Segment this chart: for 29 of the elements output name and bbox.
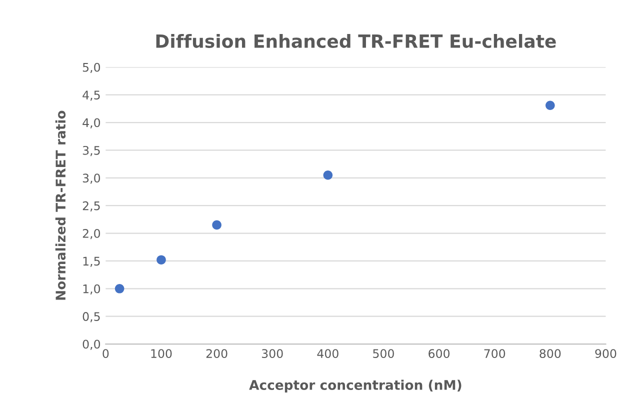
point	[546, 100, 555, 110]
x-tick-label: 200	[206, 349, 228, 358]
x-tick-label: 400	[317, 349, 338, 358]
y-tick-label: 5,0	[82, 62, 100, 74]
y-tick-label: 1,5	[83, 256, 100, 267]
x-tick-label: 300	[262, 349, 283, 358]
y-tick-label: 2,0	[82, 229, 100, 240]
y-tick-label: 4,0	[82, 118, 100, 128]
point	[114, 284, 124, 294]
y-axis-title: Normalized TR-FRET ratio	[55, 110, 66, 300]
y-tick-label: 0,0	[82, 340, 100, 350]
x-tick-label: 800	[540, 349, 561, 358]
chart-title: Diffusion Enhanced TR-FRET Eu-chelate	[156, 34, 556, 48]
y-tick-label: 3,0	[82, 174, 100, 184]
x-tick-label: 100	[151, 349, 172, 358]
x-tick-label: 0	[102, 349, 109, 358]
point	[212, 220, 222, 230]
y-tick-label: 3,5	[82, 146, 100, 156]
x-tick-label: 900	[595, 349, 616, 358]
y-tick-label: 4,5	[82, 90, 100, 101]
y-tick-label: 2,5	[82, 201, 100, 212]
x-tick-label: 600	[428, 349, 450, 358]
point	[323, 170, 333, 180]
x-tick-label: 700	[484, 349, 506, 358]
y-tick-label: 1,0	[83, 284, 100, 295]
point	[156, 255, 166, 265]
y-tick-label: 0,5	[82, 312, 100, 322]
x-tick-label: 500	[373, 349, 394, 358]
x-axis-title: Acceptor concentration (nM)	[249, 380, 462, 393]
